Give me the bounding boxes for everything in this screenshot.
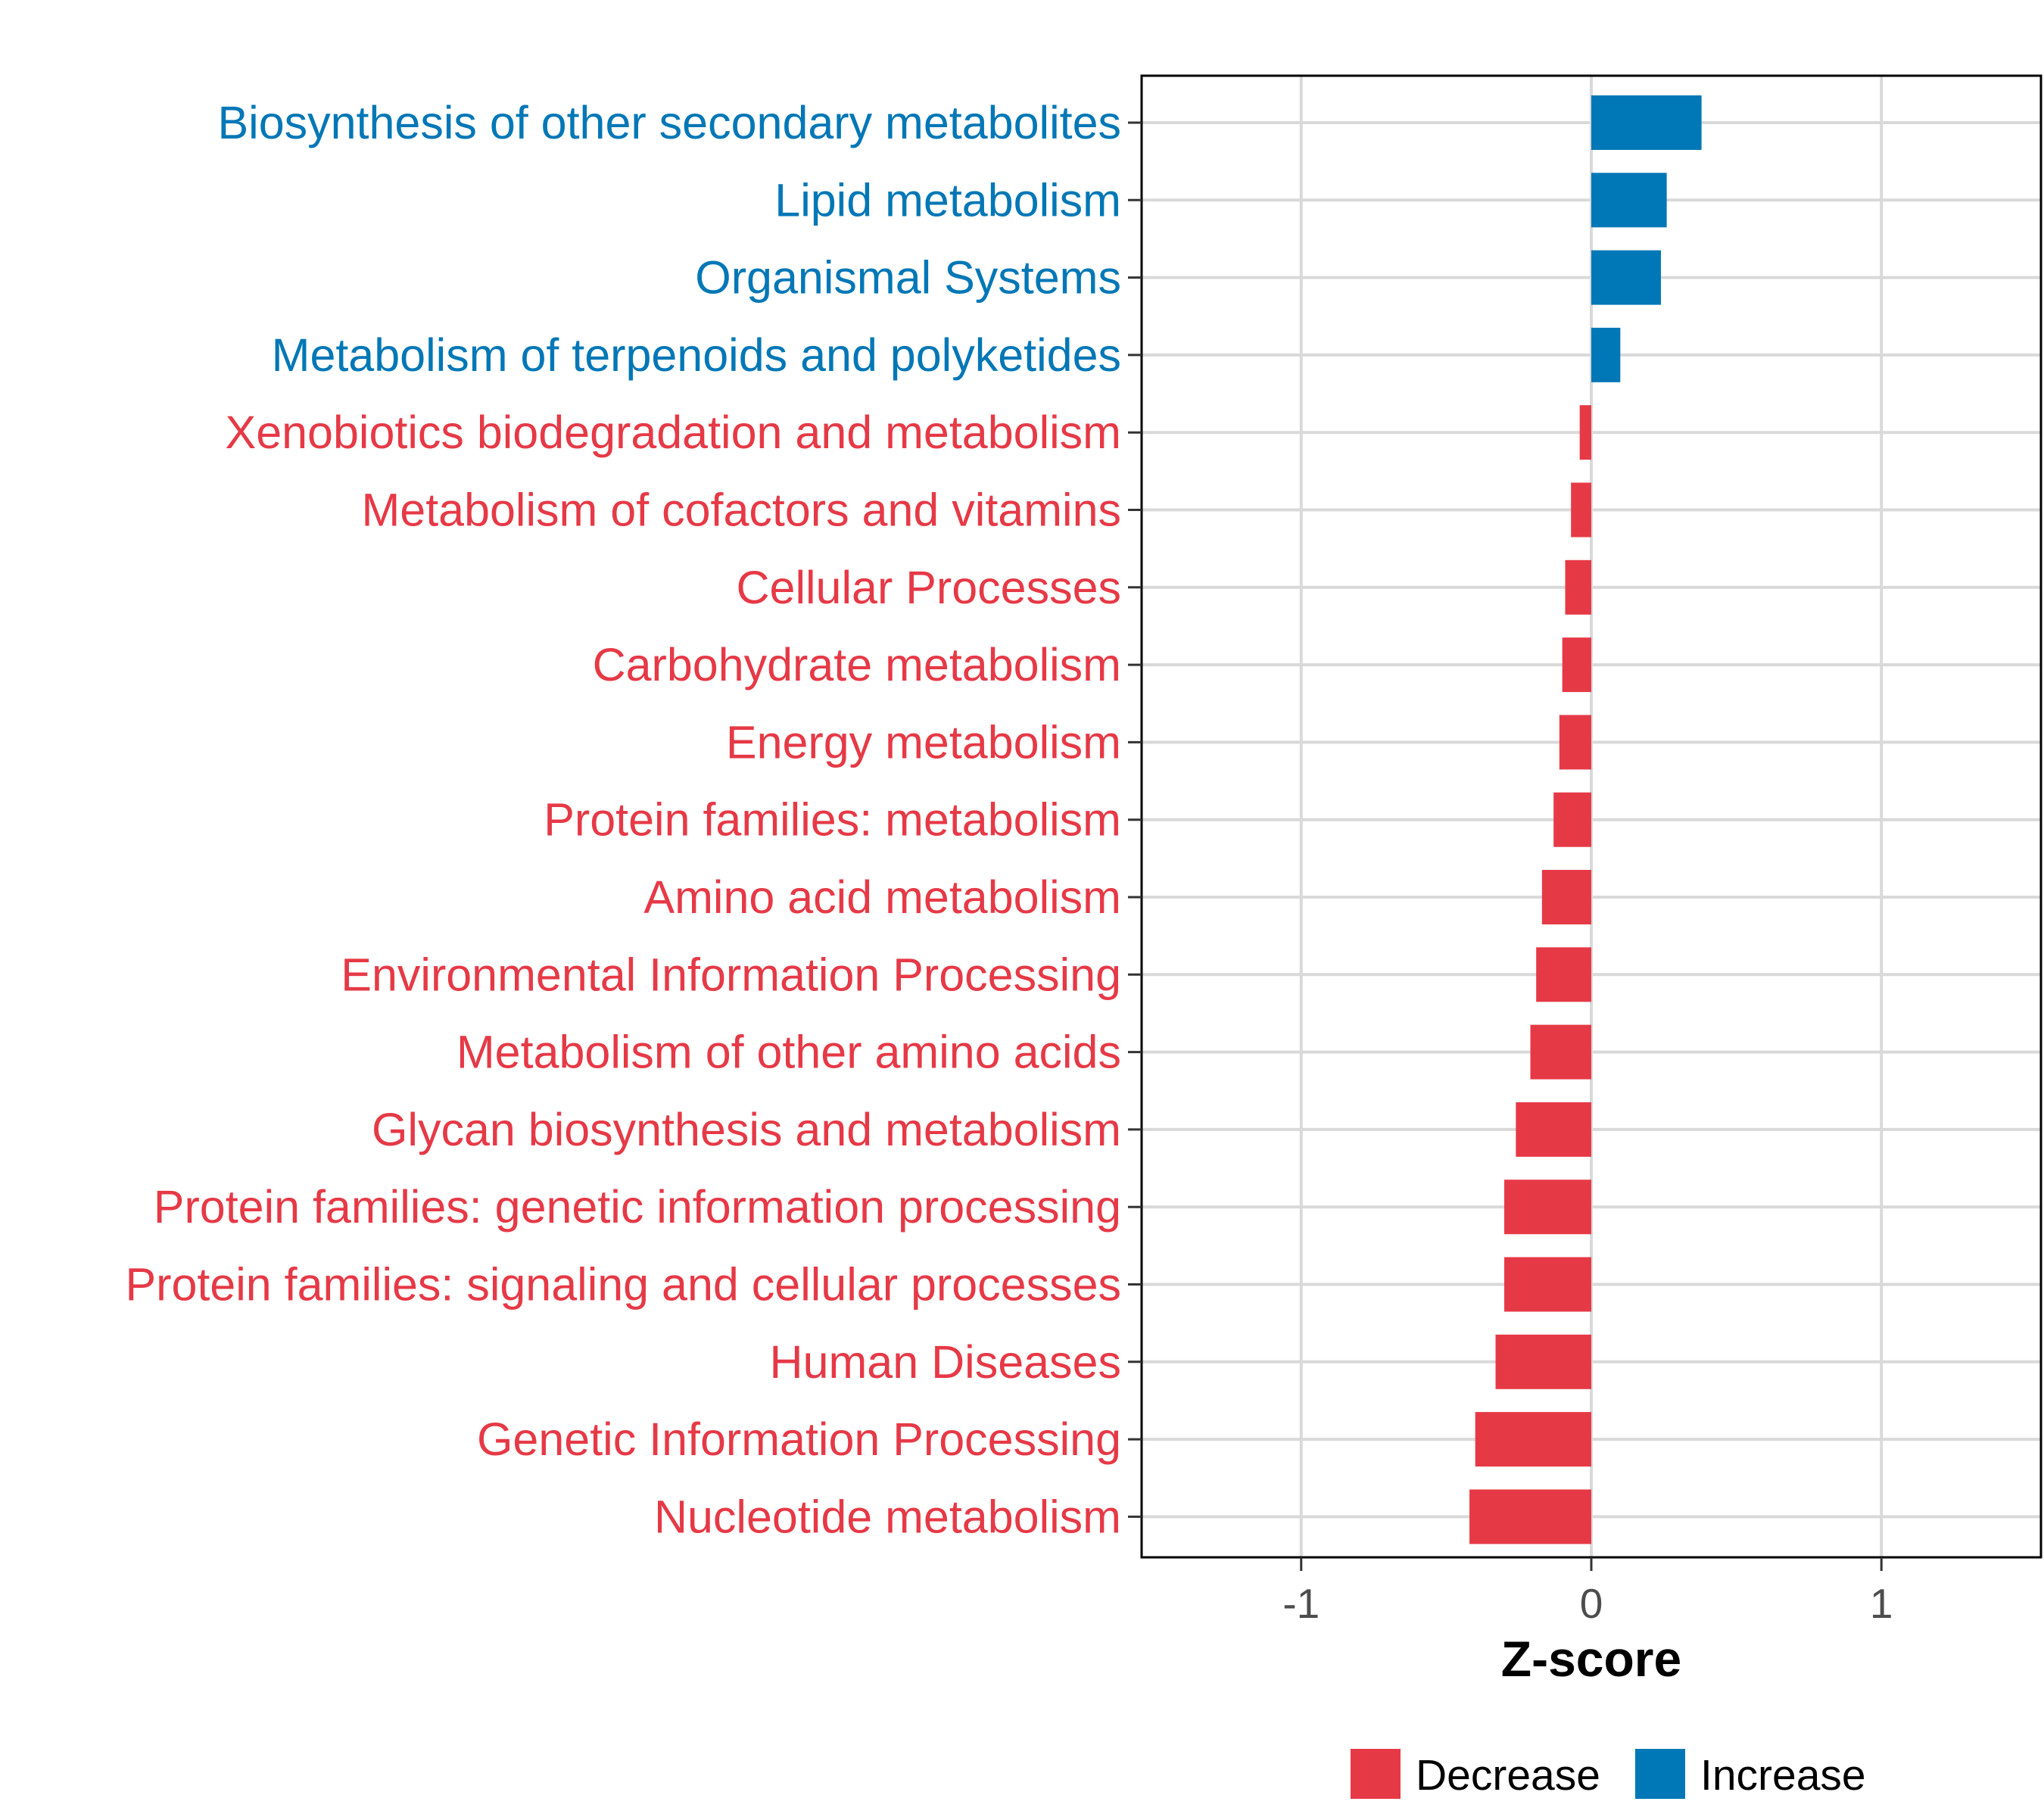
y-category-label: Xenobiotics biodegradation and metabolis… <box>226 407 1121 458</box>
y-axis-ticks <box>1128 121 1142 1518</box>
y-category-label: Metabolism of cofactors and vitamins <box>361 485 1121 536</box>
bar-metabolism-of-cofactors-and-vitamins <box>1571 482 1591 538</box>
legend-swatch-increase <box>1635 1749 1685 1799</box>
bar-protein-families-signaling-and-cellular-processes <box>1504 1257 1591 1312</box>
bar-energy-metabolism <box>1559 715 1591 770</box>
bar-layer <box>1469 95 1702 1544</box>
y-category-label: Carbohydrate metabolism <box>593 639 1121 690</box>
y-category-label: Glycan biosynthesis and metabolism <box>372 1104 1121 1155</box>
x-axis-ticks: -1 0 1 <box>1282 1557 1893 1627</box>
y-category-label: Biosynthesis of other secondary metaboli… <box>217 97 1121 148</box>
bar-glycan-biosynthesis-and-metabolism <box>1516 1102 1591 1157</box>
bar-lipid-metabolism <box>1591 173 1667 228</box>
y-category-label: Lipid metabolism <box>774 174 1121 226</box>
legend: Decrease Increase <box>1351 1749 1866 1800</box>
y-category-label: Amino acid metabolism <box>643 871 1121 923</box>
bar-xenobiotics-biodegradation-and-metabolism <box>1579 405 1591 460</box>
y-category-label: Energy metabolism <box>726 716 1121 768</box>
legend-swatch-decrease <box>1351 1749 1401 1799</box>
legend-label-increase: Increase <box>1700 1751 1866 1800</box>
y-category-label: Protein families: metabolism <box>544 794 1121 846</box>
y-category-label: Environmental Information Processing <box>341 949 1121 1000</box>
bar-nucleotide-metabolism <box>1469 1489 1591 1544</box>
y-category-label: Human Diseases <box>770 1336 1121 1388</box>
x-axis-title: Z-score <box>1501 1631 1681 1687</box>
bar-genetic-information-processing <box>1475 1412 1591 1467</box>
bar-protein-families-metabolism <box>1553 792 1591 847</box>
bar-carbohydrate-metabolism <box>1562 637 1591 693</box>
y-category-label: Genetic Information Processing <box>477 1413 1121 1465</box>
bar-amino-acid-metabolism <box>1541 870 1591 924</box>
y-category-label: Cellular Processes <box>736 562 1121 613</box>
x-tick-label: 1 <box>1870 1580 1893 1627</box>
y-category-label: Nucleotide metabolism <box>654 1491 1121 1542</box>
bar-metabolism-of-other-amino-acids <box>1530 1024 1591 1080</box>
bar-protein-families-genetic-information-processing <box>1504 1180 1591 1235</box>
bar-human-diseases <box>1495 1334 1591 1389</box>
bar-organismal-systems <box>1591 250 1661 305</box>
y-axis-category-labels: Biosynthesis of other secondary metaboli… <box>125 97 1121 1542</box>
bar-biosynthesis-of-other-secondary-metabolites <box>1591 95 1702 150</box>
y-category-label: Metabolism of terpenoids and polyketides <box>272 329 1121 381</box>
legend-label-decrease: Decrease <box>1416 1751 1600 1800</box>
x-tick-label: -1 <box>1282 1580 1320 1627</box>
y-category-label: Protein families: signaling and cellular… <box>125 1259 1121 1311</box>
bar-metabolism-of-terpenoids-and-polyketides <box>1591 327 1621 382</box>
y-category-label: Protein families: genetic information pr… <box>154 1181 1121 1233</box>
bar-environmental-information-processing <box>1536 947 1591 1002</box>
y-category-label: Organismal Systems <box>695 252 1121 304</box>
bar-cellular-processes <box>1565 559 1591 615</box>
x-tick-label: 0 <box>1580 1580 1603 1627</box>
y-category-label: Metabolism of other amino acids <box>456 1027 1121 1078</box>
